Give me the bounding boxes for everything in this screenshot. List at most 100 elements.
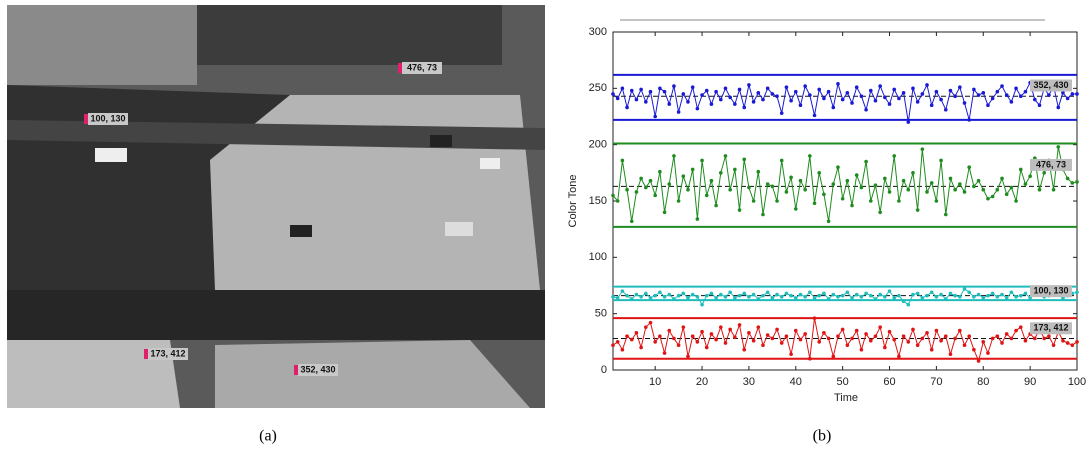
data-point [644,100,648,104]
caption: (b) [813,428,832,445]
data-point [878,210,882,214]
data-point [808,290,812,294]
data-point [766,290,770,294]
data-point [897,199,901,203]
data-point [663,210,667,214]
data-point [775,199,779,203]
data-point [1038,103,1042,107]
data-point [869,294,873,298]
x-tick-label: 80 [977,376,989,388]
data-point [944,108,948,112]
data-point [981,188,985,192]
data-point [808,154,812,158]
data-point [1019,168,1023,172]
data-point [733,336,737,340]
data-point [752,339,756,343]
data-point [1000,293,1004,297]
data-point [682,292,686,296]
data-point [738,208,742,212]
data-point [935,295,939,299]
data-point [1014,329,1018,333]
photo-marker [398,63,402,73]
data-point [724,87,728,91]
data-point [1042,171,1046,175]
data-point [939,293,943,297]
data-point [921,296,925,300]
data-point [700,93,704,97]
data-point [864,108,868,112]
data-point [1066,97,1070,101]
data-point [977,293,981,297]
data-point [691,334,695,338]
data-point [1047,334,1051,338]
data-point [846,91,850,95]
data-point [906,340,910,344]
data-point [846,179,850,183]
data-point [649,179,653,183]
data-point [719,98,723,102]
data-point [883,177,887,181]
data-point [864,332,868,336]
data-point [972,185,976,189]
data-point [827,90,831,94]
data-point [902,334,906,338]
data-point [644,325,648,329]
data-point [1024,292,1028,296]
data-point [672,154,676,158]
x-tick-label: 40 [790,376,802,388]
photo-tag: 352, 430 [300,364,335,374]
data-point [911,87,915,91]
data-point [1005,332,1009,336]
data-point [850,204,854,208]
data-point [789,99,793,103]
data-point [785,292,789,296]
data-point [653,340,657,344]
data-point [724,154,728,158]
x-tick-label: 70 [930,376,942,388]
data-point [846,290,850,294]
photo-marker [84,114,88,124]
data-point [639,88,643,92]
x-axis-label: Time [834,392,858,404]
data-point [813,316,817,320]
data-point [902,91,906,95]
data-point [803,295,807,299]
data-point [747,186,751,190]
photo-tag: 100, 130 [90,113,125,123]
data-point [846,343,850,347]
data-point [653,194,657,198]
data-point [864,292,868,296]
data-point [710,102,714,106]
data-point [789,294,793,298]
plot-area [613,32,1077,370]
photo-marker [144,349,148,359]
data-point [991,337,995,341]
x-tick-label: 20 [696,376,708,388]
data-point [836,295,840,299]
data-point [888,190,892,194]
data-point [794,207,798,211]
data-point [1052,188,1056,192]
data-point [860,94,864,98]
data-point [850,101,854,105]
data-point [775,94,779,98]
data-point [1000,177,1004,181]
data-point [991,97,995,101]
data-point [808,357,812,361]
data-point [625,188,629,192]
data-point [949,292,953,296]
data-point [785,85,789,89]
data-point [1000,341,1004,345]
data-point [822,192,826,196]
x-tick-label: 50 [837,376,849,388]
data-point [850,337,854,341]
data-point [761,98,765,102]
data-point [906,188,910,192]
data-point [855,293,859,297]
data-point [635,331,639,335]
y-tick-label: 50 [595,308,607,320]
data-point [686,188,690,192]
data-point [1047,93,1051,97]
data-point [850,296,854,300]
data-point [944,334,948,338]
